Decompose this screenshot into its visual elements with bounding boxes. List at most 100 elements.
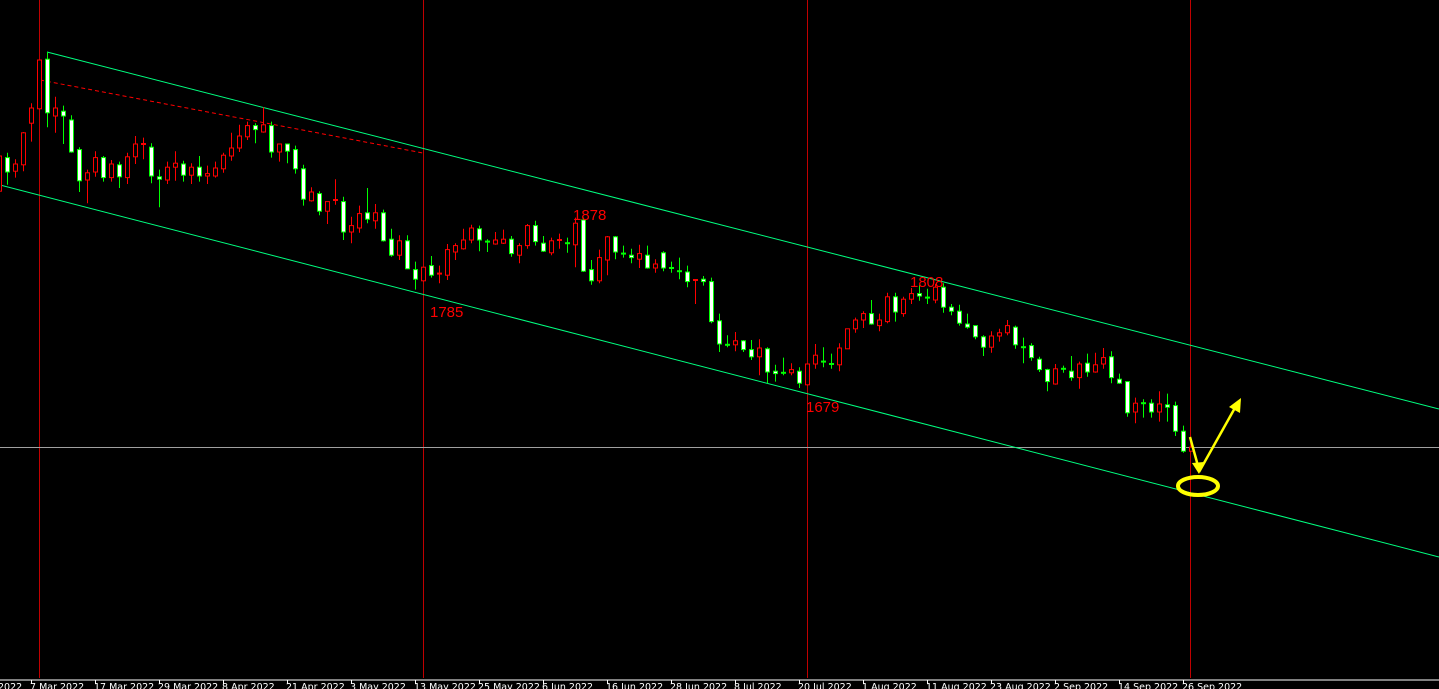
candle-body <box>13 163 18 172</box>
bear-candle <box>709 277 714 324</box>
bear-candle <box>69 115 74 153</box>
bull-candle <box>637 244 642 268</box>
bull-candle <box>1077 361 1082 389</box>
x-tick-label: 25 May 2022 <box>478 682 540 689</box>
bear-candle <box>61 105 66 144</box>
candle-body <box>1165 404 1170 408</box>
bull-candle <box>109 160 114 182</box>
candle-body <box>1125 381 1130 414</box>
candle-body <box>53 107 58 117</box>
bull-candle <box>757 339 762 376</box>
bull-candle <box>309 187 314 202</box>
bull-candle <box>29 103 34 142</box>
candle-body <box>405 240 410 270</box>
bull-candle <box>517 243 522 264</box>
bull-candle <box>349 216 354 244</box>
candle-body <box>893 296 898 313</box>
candle-body <box>125 156 130 179</box>
candle-body <box>997 332 1002 337</box>
bear-candle <box>621 245 626 258</box>
candle-body <box>917 293 922 297</box>
candle-body-doji <box>1141 402 1146 405</box>
bull-candle <box>189 163 194 184</box>
candle-body <box>741 340 746 351</box>
bull-candle <box>357 205 362 233</box>
bear-candle <box>1085 353 1090 377</box>
candle-body <box>325 201 330 212</box>
x-tick-label: 11 Aug 2022 <box>926 682 987 689</box>
bull-candle <box>13 159 18 178</box>
bull-candle <box>805 363 810 386</box>
candle-body <box>421 266 426 282</box>
candle-body <box>1013 326 1018 346</box>
candle-body-doji <box>821 360 826 363</box>
candle-body <box>101 157 106 179</box>
bull-candle <box>877 313 882 332</box>
candle-body <box>973 325 978 338</box>
bull-candle <box>421 266 426 282</box>
candle-body <box>61 110 66 117</box>
candle-body <box>701 278 706 283</box>
x-tick-label: 6 Jun 2022 <box>542 682 593 689</box>
bear-candle <box>45 52 50 128</box>
candle-body <box>477 228 482 241</box>
bear-candle <box>365 188 370 224</box>
candle-body <box>205 173 210 177</box>
bull-candle <box>853 317 858 333</box>
candle-body-doji <box>621 252 626 255</box>
level-labels: 1878 1785 1679 1808 <box>430 207 943 416</box>
candle-body <box>1181 430 1186 452</box>
bear-candle <box>925 288 930 304</box>
candle-body <box>293 149 298 170</box>
bear-candle <box>797 367 802 388</box>
bull-candle <box>37 59 42 110</box>
candle-body <box>69 119 74 153</box>
bear-candle <box>157 169 162 208</box>
candle-body <box>117 164 122 178</box>
candle-body <box>93 157 98 173</box>
bear-candle <box>1045 368 1050 392</box>
bear-candle <box>589 260 594 285</box>
bull-candle <box>909 288 914 304</box>
candle-body <box>1029 345 1034 359</box>
resistance-dashed-line <box>39 79 424 154</box>
bear-candle <box>949 304 954 316</box>
bear-candle <box>941 283 946 313</box>
bear-candle <box>269 121 274 158</box>
candle-body <box>1173 405 1178 432</box>
bear-candle <box>341 196 346 240</box>
candle-body <box>541 242 546 252</box>
candle-body <box>301 168 306 200</box>
candle-body <box>989 335 994 348</box>
candle-body <box>21 132 26 166</box>
candle-body-doji <box>1061 367 1066 370</box>
candle-body <box>493 239 498 245</box>
candle-body <box>1037 358 1042 371</box>
candle-body <box>933 286 938 301</box>
bull-candle <box>885 292 890 324</box>
bull-candle <box>261 107 266 133</box>
x-tick-label: 7 Mar 2022 <box>30 682 84 689</box>
candle-body <box>45 58 50 114</box>
candle-body <box>909 293 914 300</box>
candle-body <box>0 155 2 192</box>
candle-body-doji <box>925 296 930 299</box>
candle-body <box>813 354 818 365</box>
bear-candle <box>1181 425 1186 453</box>
bull-candle <box>525 224 530 249</box>
candle-body <box>645 254 650 269</box>
bull-candle <box>437 265 442 284</box>
candle-body-doji <box>141 143 146 145</box>
bear-candle <box>773 364 778 382</box>
bull-candle <box>549 237 554 256</box>
bull-candle <box>933 284 938 304</box>
candle-body <box>357 213 362 229</box>
candle-body <box>517 245 522 256</box>
bear-candle <box>613 236 618 260</box>
bull-candle <box>501 229 506 244</box>
bear-candle <box>1109 351 1114 384</box>
candle-body <box>661 252 666 269</box>
candle-body-doji <box>557 239 562 241</box>
candle-body <box>261 124 266 133</box>
